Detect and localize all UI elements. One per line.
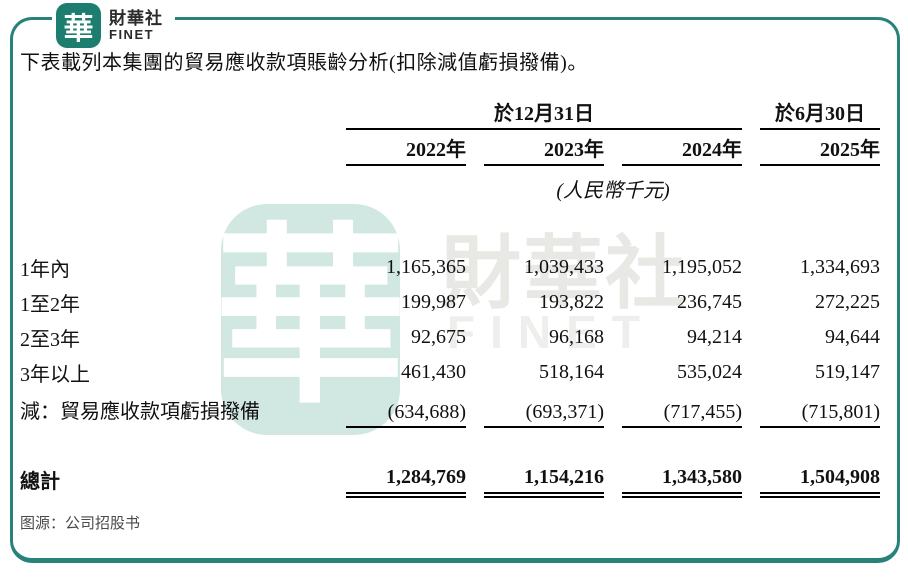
cell-2025: (715,801): [760, 401, 880, 428]
cell-2023: 518,164: [539, 361, 604, 383]
total-2025: 1,504,908: [760, 466, 880, 498]
unit-note: (人民幣千元): [556, 179, 670, 202]
cell-2023: 193,822: [539, 291, 604, 313]
table-row-1-to-2-years: 1至2年 199,987 193,822 236,745 272,225: [20, 285, 880, 320]
year-header-2022: 2022年: [346, 133, 466, 166]
brand-text: 財華社 FINET: [109, 8, 163, 42]
cell-2022: 1,165,365: [386, 256, 466, 278]
cell-2024: 236,745: [677, 291, 742, 313]
group-header-jun30: 於6月30日: [760, 97, 880, 130]
table-row-within-1-year: 1年內 1,165,365 1,039,433 1,195,052 1,334,…: [20, 250, 880, 285]
cell-2025: 272,225: [815, 291, 880, 313]
spacer: [20, 428, 880, 464]
row-label: 3年以上: [20, 364, 90, 386]
table-row-loss-allowance: 減：貿易應收款項虧損撥備 (634,688) (693,371) (717,45…: [20, 390, 880, 428]
cell-2022: 461,430: [401, 361, 466, 383]
brand-name-en: FINET: [109, 26, 155, 42]
cell-2023: (693,371): [484, 401, 604, 428]
year-header-2024: 2024年: [622, 133, 742, 166]
finet-logo-icon: 華: [56, 3, 101, 48]
year-header-2023: 2023年: [484, 133, 604, 166]
brand-header: 華 財華社 FINET: [52, 1, 175, 50]
cell-2022: (634,688): [346, 401, 466, 428]
aging-analysis-table: 於12月31日 於6月30日 2022年 2023年 2024年 2025年 (…: [20, 100, 880, 498]
table-row-total: 總計 1,284,769 1,154,216 1,343,580 1,504,9…: [20, 464, 880, 498]
page-title: 下表載列本集團的貿易應收款項賬齡分析(扣除減值虧損撥備)。: [20, 52, 588, 74]
total-2023: 1,154,216: [484, 466, 604, 498]
cell-2024: 94,214: [687, 326, 742, 348]
total-2022: 1,284,769: [346, 466, 466, 498]
total-2024: 1,343,580: [622, 466, 742, 498]
group-header-dec31: 於12月31日: [346, 97, 742, 130]
row-label: 2至3年: [20, 329, 80, 351]
spacer: [20, 210, 880, 250]
watermark-brand-cn: 財華社: [441, 229, 687, 318]
group-header-row: 於12月31日 於6月30日: [20, 100, 880, 130]
unit-note-row: (人民幣千元): [20, 166, 880, 210]
cell-2024: 535,024: [677, 361, 742, 383]
watermark-brand-en: FINET: [447, 306, 655, 358]
watermark-seal-logo: 華: [215, 204, 407, 435]
cell-2023: 96,168: [549, 326, 604, 348]
cell-2022: 199,987: [401, 291, 466, 313]
brand-name-cn: 財華社: [109, 8, 163, 28]
cell-2025: 1,334,693: [800, 256, 880, 278]
year-header-2025: 2025年: [760, 133, 880, 166]
cell-2022: 92,675: [411, 326, 466, 348]
table-row-2-to-3-years: 2至3年 92,675 96,168 94,214 94,644: [20, 320, 880, 355]
cell-2025: 519,147: [815, 361, 880, 383]
cell-2024: (717,455): [622, 401, 742, 428]
table-row-over-3-years: 3年以上 461,430 518,164 535,024 519,147: [20, 355, 880, 390]
cell-2023: 1,039,433: [524, 256, 604, 278]
cell-2025: 94,644: [825, 326, 880, 348]
row-label: 減：貿易應收款項虧損撥備: [20, 401, 260, 423]
total-label: 總計: [20, 471, 60, 493]
row-label: 1年內: [20, 259, 70, 281]
row-label: 1至2年: [20, 294, 80, 316]
year-header-row: 2022年 2023年 2024年 2025年: [20, 130, 880, 166]
source-note: 图源：公司招股书: [20, 515, 141, 532]
cell-2024: 1,195,052: [662, 256, 742, 278]
